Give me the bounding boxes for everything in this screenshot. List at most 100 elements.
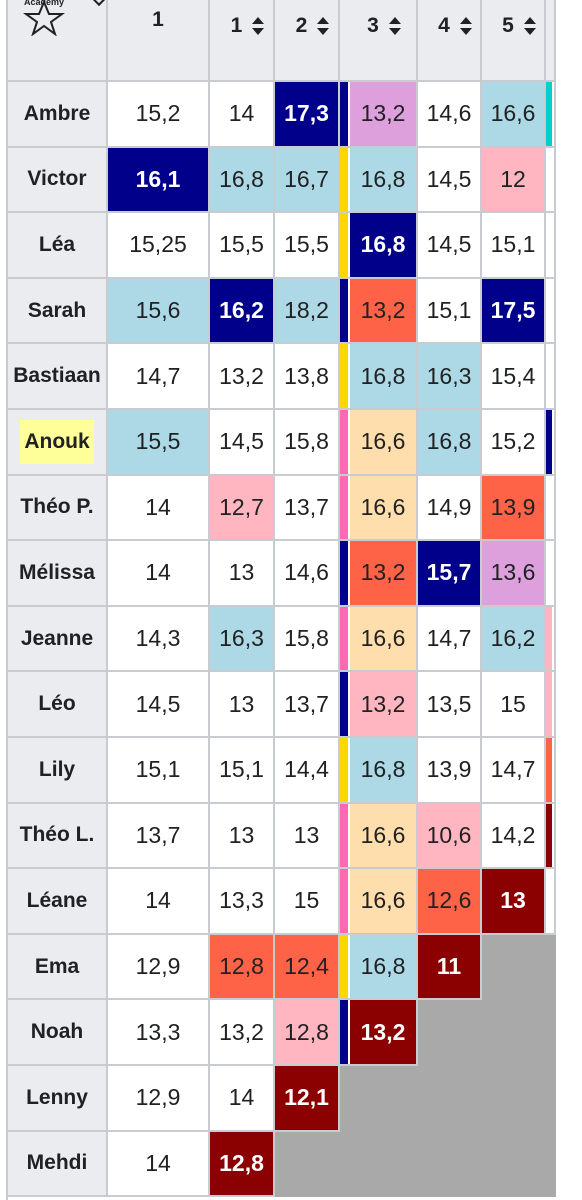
grade-cell: 14,5 [418, 213, 482, 279]
edge-color [546, 738, 552, 802]
student-name: Léa [38, 232, 76, 256]
average-grade-value: 12,9 [135, 953, 181, 980]
week-strip-color [340, 606, 348, 671]
grade-cell: 16,8 [350, 213, 418, 279]
grade-value: 15,2 [490, 428, 536, 455]
week-strip [340, 1066, 350, 1132]
grade-cell: 10,6 [418, 803, 482, 870]
grade-value: 15 [500, 690, 526, 717]
week-strip [340, 278, 350, 345]
grade-cell: 12,7 [210, 475, 275, 542]
student-name: Théo L. [19, 823, 95, 847]
column-header[interactable]: 2 [275, 0, 340, 82]
week-strip-color [340, 672, 348, 736]
average-grade-cell: 14 [108, 475, 210, 542]
column-header[interactable]: 1 [210, 0, 275, 82]
edge-color [546, 410, 552, 474]
grade-cell: 14,2 [482, 803, 546, 870]
grade-cell: 14,5 [210, 410, 275, 476]
average-grade-value: 16,1 [135, 165, 181, 192]
edge-cell [546, 1000, 556, 1066]
edge-color [546, 278, 552, 343]
grade-cell: 17,3 [275, 82, 340, 148]
grade-cell: 14,6 [418, 82, 482, 148]
average-grade-value: 15,6 [135, 297, 181, 324]
student-name: Anouk [20, 419, 94, 464]
grade-cell: 13,2 [210, 344, 275, 410]
grade-value: 14,5 [426, 165, 472, 192]
average-grade-cell: 14 [108, 1131, 210, 1198]
grade-value: 15,1 [219, 756, 264, 783]
average-grade-cell: 15,2 [108, 82, 210, 148]
grade-cell: 15,8 [275, 606, 340, 673]
average-grade-value: 14 [145, 887, 171, 914]
grade-cell: 13,2 [210, 1000, 275, 1066]
grade-value: 13,2 [360, 100, 406, 127]
grade-cell [275, 1131, 340, 1198]
column-header[interactable]: 5 [482, 0, 546, 82]
column-header: 1 [108, 0, 210, 82]
week-strip-color [340, 475, 348, 540]
week-strip-color [340, 541, 348, 605]
grade-cell: 14,6 [275, 541, 340, 607]
edge-cell [546, 82, 556, 148]
edge-cell [546, 606, 556, 673]
grade-cell: 16,6 [350, 606, 418, 673]
grade-cell: 18,2 [275, 278, 340, 345]
grade-value: 13,2 [360, 559, 406, 586]
grade-value: 15,8 [284, 428, 329, 455]
grade-value: 13,2 [360, 690, 406, 717]
week-strip-color [340, 1131, 350, 1198]
edge-color [546, 147, 552, 212]
column-header-label: 1 [152, 8, 164, 32]
grade-cell: 16,7 [275, 147, 340, 214]
student-name-cell: Théo P. [8, 475, 108, 542]
student-name-cell: Mélissa [8, 541, 108, 607]
week-strip [340, 672, 350, 738]
average-grade-value: 12,9 [135, 1084, 181, 1111]
chevron-down-icon[interactable] [91, 0, 107, 7]
average-grade-cell: 15,5 [108, 410, 210, 476]
grade-value: 14 [228, 1084, 255, 1111]
grade-value: 16,8 [219, 165, 264, 192]
grade-value: 13 [293, 821, 320, 848]
average-grade-value: 14 [145, 1149, 171, 1176]
average-grade-value: 13,7 [135, 821, 181, 848]
grade-value: 12 [500, 165, 526, 192]
grade-cell [350, 1066, 418, 1132]
student-name-cell: Anouk [8, 410, 108, 476]
week-strip-color [340, 934, 348, 999]
grade-value: 15 [293, 887, 320, 914]
column-header-label: 5 [502, 14, 536, 38]
edge-color [546, 1131, 556, 1198]
student-name: Ambre [23, 101, 91, 125]
grade-cell: 14,7 [482, 738, 546, 804]
grade-value: 15,7 [426, 559, 472, 586]
grade-value: 14 [228, 100, 255, 127]
average-grade-cell: 15,6 [108, 278, 210, 345]
grade-cell: 15,1 [210, 738, 275, 804]
column-header[interactable]: 3 [340, 0, 418, 82]
week-strip-color [340, 82, 348, 146]
grade-cell: 16,8 [350, 344, 418, 410]
grade-cell: 12,8 [210, 1131, 275, 1198]
grade-value: 12,8 [219, 953, 264, 980]
grade-value: 16,6 [360, 428, 406, 455]
column-header-label: 4 [438, 14, 472, 38]
column-header[interactable]: 4 [418, 0, 482, 82]
week-strip-color [340, 1066, 350, 1132]
grade-cell: 16,6 [350, 869, 418, 935]
grade-cell: 12,1 [275, 1066, 340, 1132]
edge-color [546, 1000, 556, 1066]
column-header-text: 3 [367, 14, 379, 37]
edge-color [546, 344, 552, 408]
grade-value: 15,5 [219, 231, 264, 258]
grade-cell: 14 [210, 1066, 275, 1132]
grade-cell: 17,5 [482, 278, 546, 345]
week-strip [340, 1000, 350, 1066]
grade-value: 13 [228, 821, 255, 848]
grade-value: 15,5 [284, 231, 329, 258]
average-grade-cell: 12,9 [108, 934, 210, 1001]
week-strip-color [340, 1000, 348, 1064]
grade-value: 15,4 [490, 362, 536, 389]
